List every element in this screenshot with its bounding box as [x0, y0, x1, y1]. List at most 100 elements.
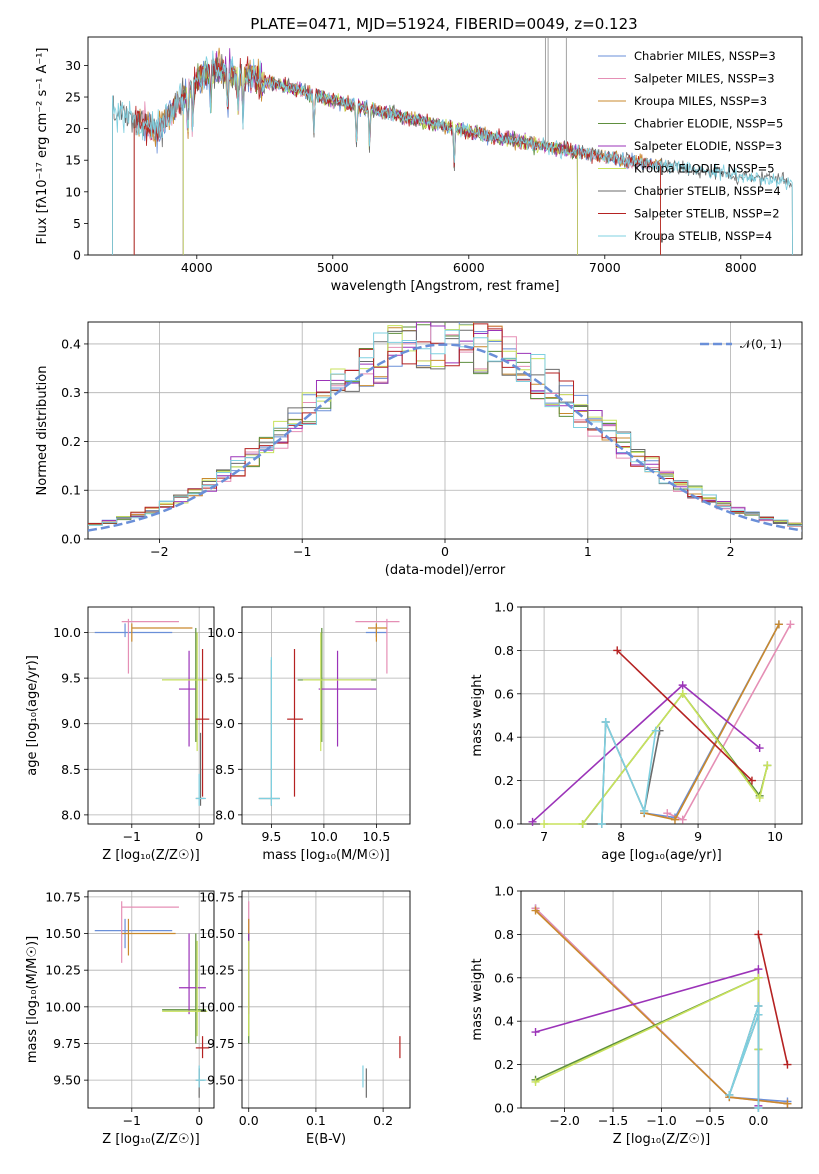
y-tick-label: 0.2: [494, 1057, 514, 1072]
weight-marker: [774, 620, 783, 629]
y-tick-label: 10: [65, 184, 81, 199]
x-axis-label: (data-model)/error: [385, 563, 506, 578]
y-tick-label: 1.0: [494, 884, 514, 899]
age-vs-mass-plot: 9.5 10.0 10.5 8.0 8.5 9.0 9.5 10.0 mass [log₁₀(M…: [207, 606, 411, 863]
legend-label: Chabrier MILES, NSSP=3: [634, 49, 776, 63]
legend-label: Kroupa ELODIE, NSSP=5: [634, 162, 775, 176]
x-axis-label: mass [log₁₀(M/M☉)]: [262, 848, 389, 863]
weight-series-salpeter-elodie: [535, 968, 760, 1106]
weight-marker: [754, 1002, 763, 1011]
weight-marker: [725, 1090, 734, 1099]
y-tick-label: 0.2: [494, 773, 514, 788]
weight-series-chabrier-elodie: [581, 692, 769, 825]
x-tick-label: 6000: [453, 260, 485, 275]
x-axis-label: E(B-V): [306, 1132, 346, 1147]
y-axis-label: mass weight: [470, 674, 485, 756]
histogram-kroupa-stelib: [88, 329, 802, 526]
weight-marker: [678, 689, 687, 698]
y-tick-label: 0.8: [494, 643, 514, 658]
y-tick-label: 9.0: [215, 716, 235, 731]
weight-marker: [755, 744, 764, 753]
x-tick-label: 8: [617, 829, 625, 844]
x-tick-label: 7000: [589, 260, 621, 275]
y-tick-label: 9.0: [61, 716, 81, 731]
weight-marker: [613, 646, 622, 655]
weight-marker: [578, 820, 587, 828]
x-tick-label: −2: [150, 544, 168, 559]
weight-series-kroupa-stelib: [601, 721, 657, 825]
y-tick-label: 8.5: [215, 762, 235, 777]
weight-marker: [601, 718, 610, 727]
x-tick-label: −1: [123, 829, 141, 844]
spectrum-series-salpeter-stelib: [133, 56, 661, 255]
legend-label: Kroupa MILES, NSSP=3: [634, 94, 767, 108]
weight-marker: [528, 817, 537, 826]
y-tick-label: 30: [65, 58, 81, 73]
weight-series-kroupa-stelib: [728, 1005, 760, 1108]
spectrum-legend: Chabrier MILES, NSSP=3 Salpeter MILES, NS…: [598, 49, 783, 243]
y-tick-label: 10.50: [199, 926, 235, 941]
x-tick-label: 4000: [181, 260, 213, 275]
legend-label: Salpeter ELODIE, NSSP=3: [634, 139, 782, 153]
legend-label: Kroupa STELIB, NSSP=4: [634, 229, 772, 243]
spectrum-plot: 4000 5000 6000 7000 8000 0 5 10 15 20 25 30 waveleng…: [35, 36, 803, 294]
normal-curve: [88, 343, 802, 532]
y-tick-label: 10.50: [45, 926, 81, 941]
weight-marker: [754, 1010, 763, 1019]
weight-marker: [754, 1104, 763, 1112]
weight-marker: [755, 793, 764, 802]
x-tick-label: 1: [584, 544, 592, 559]
x-tick-label: 0.0: [239, 1113, 259, 1128]
y-tick-label: 10.25: [199, 963, 235, 978]
x-tick-label: 9.5: [261, 829, 281, 844]
weight-series-kroupa-miles: [644, 624, 780, 821]
weight-series-chabrier-miles: [644, 624, 780, 819]
residual-histogram-plot: −2 −1 0 1 2 0.0 0.1 0.2 0.3 0.4 (data-model)/error…: [35, 321, 803, 578]
weight-marker: [754, 973, 763, 982]
x-tick-label: 0.2: [373, 1113, 393, 1128]
spectrum-series-kroupa-stelib: [112, 50, 793, 255]
axes-frame: [87, 36, 803, 256]
y-tick-label: 8.5: [61, 762, 81, 777]
figure-title: PLATE=0471, MJD=51924, FIBERID=0049, z=0…: [250, 15, 637, 33]
mass-vs-ebv-plot: 0.0 0.1 0.2 9.50 9.75 10.00 10.25 10.50 10.75 E(B…: [199, 889, 411, 1147]
x-tick-label: 10.5: [362, 829, 390, 844]
x-axis-label: wavelength [Angstrom, rest frame]: [331, 279, 560, 294]
x-axis-label: age [log₁₀(age/yr)]: [601, 848, 722, 863]
x-tick-label: 10.0: [310, 829, 338, 844]
age-vs-metallicity-plot: −1 0 8.0 8.5 9.0 9.5 10.0 Z [log₁₀(Z/Z☉)] age [l…: [25, 606, 215, 863]
x-tick-label: −1: [293, 544, 311, 559]
x-tick-label: 0: [195, 1113, 203, 1128]
x-tick-label: 0: [441, 544, 449, 559]
weight-marker: [663, 809, 672, 818]
x-tick-label: −1.5: [598, 1113, 628, 1128]
y-tick-label: 0.0: [494, 1101, 514, 1116]
legend-label: 𝒩(0, 1): [740, 337, 782, 351]
x-tick-label: 0: [195, 829, 203, 844]
x-tick-label: 5000: [317, 260, 349, 275]
weight-marker: [531, 1077, 540, 1086]
y-tick-label: 8.0: [61, 807, 81, 822]
x-axis-label: Z [log₁₀(Z/Z☉)]: [102, 848, 199, 863]
y-tick-label: 0.3: [61, 385, 81, 400]
y-axis-label: age [log₁₀(age/yr)]: [25, 655, 40, 776]
x-tick-label: 0.0: [748, 1113, 768, 1128]
y-tick-label: 9.75: [53, 1036, 81, 1051]
axes-frame: [241, 890, 411, 1109]
y-tick-label: 0.0: [494, 817, 514, 832]
y-tick-label: 9.5: [215, 671, 235, 686]
y-tick-label: 0.2: [61, 434, 81, 449]
y-tick-label: 10.75: [45, 889, 81, 904]
legend-label: Salpeter STELIB, NSSP=2: [634, 207, 780, 221]
weight-marker: [640, 806, 649, 815]
y-tick-label: 8.0: [215, 807, 235, 822]
y-axis-label: mass [log₁₀(M/M☉)]: [25, 936, 40, 1063]
weight-marker: [651, 726, 660, 735]
histogram-salpeter-stelib: [88, 323, 802, 527]
x-tick-label: 9: [694, 829, 702, 844]
y-tick-label: 0.8: [494, 927, 514, 942]
y-tick-label: 0.4: [61, 336, 81, 351]
y-axis-label: Flux [fλ10⁻¹⁷ erg cm⁻² s⁻¹ A⁻¹]: [35, 48, 50, 245]
